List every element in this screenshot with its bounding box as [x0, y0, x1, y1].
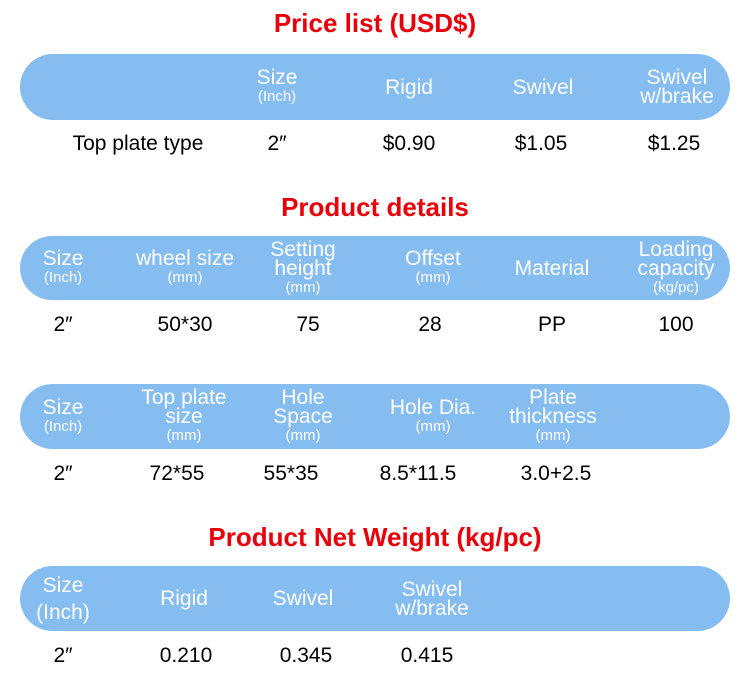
- header-main-text: Swivel: [272, 587, 334, 610]
- header-main-text: Size: [42, 573, 84, 597]
- price-column-header: Rigid: [344, 54, 474, 120]
- header-main2-text: w/brake: [395, 596, 469, 620]
- details-column-header: Loading capacity (kg/pc): [611, 236, 741, 300]
- header-sub-text: (Inch): [43, 269, 83, 286]
- details-column-header: Material: [487, 236, 617, 300]
- plate-column-header: Hole Space (mm): [238, 384, 368, 449]
- header-sub-text: (mm): [167, 269, 203, 286]
- header-main-text: Top plate: [141, 386, 227, 409]
- price-row-cell: $0.90: [382, 132, 436, 155]
- plate-row-cell: 55*35: [263, 462, 319, 485]
- header-main-text: Hole Dia.: [389, 395, 477, 419]
- details-row-cell: 100: [658, 313, 694, 336]
- header-main2-text: w/brake: [640, 85, 714, 108]
- header-main-text: Size: [42, 395, 84, 419]
- header-sub-text: (mm): [285, 278, 321, 296]
- plate-column-header: Top plate size (mm): [119, 384, 249, 449]
- price-column-header: Swivel: [478, 54, 608, 120]
- plate-column-header: Hole Dia. (mm): [368, 384, 498, 449]
- header-main-text: Loading: [638, 237, 714, 261]
- header-main-text: wheel size: [135, 247, 235, 270]
- price-row-cell: $1.05: [514, 132, 568, 155]
- net-weight-title: Product Net Weight (kg/pc): [208, 522, 542, 552]
- plate-row-cell: 8.5*11.5: [379, 462, 457, 485]
- details-column-header: Size (Inch): [0, 236, 128, 300]
- plate-row-cell: 3.0+2.5: [520, 462, 592, 485]
- header-sub-text: (mm): [535, 427, 571, 444]
- price-row-cell: Top plate type: [72, 132, 204, 155]
- price-column-header: Swivel w/brake: [612, 54, 742, 120]
- header-sub-text: (mm): [415, 417, 451, 435]
- details-row-cell: 75: [296, 313, 320, 336]
- header-main2-text: capacity: [637, 256, 715, 280]
- weight-column-header: Size (Inch): [0, 566, 128, 631]
- plate-column-header: Size (Inch): [0, 384, 128, 449]
- details-header-bar: [20, 236, 730, 300]
- header-main-text: Material: [514, 256, 590, 280]
- weight-row-cell: 0.210: [159, 644, 213, 667]
- header-sub-text: (mm): [166, 427, 202, 444]
- price-header-bar: [20, 54, 730, 120]
- weight-row-cell: 0.415: [400, 644, 454, 667]
- header-main-text: Plate: [529, 386, 577, 409]
- details-row-cell: 2″: [53, 313, 73, 336]
- header-main-text: Offset: [405, 247, 461, 270]
- header-main-text: Setting: [270, 237, 336, 261]
- header-main-text: Hole: [281, 386, 325, 409]
- header-main-text: Rigid: [160, 587, 208, 610]
- plate-row-cell: 2″: [53, 462, 73, 485]
- header-sub-text: (Inch): [257, 88, 297, 105]
- header-main2-text: height: [274, 256, 332, 280]
- price-row-cell: 2″: [267, 132, 287, 155]
- header-sub-text: (kg/pc): [653, 278, 699, 296]
- header-main-text: Swivel: [401, 577, 463, 601]
- header-main-text: Rigid: [385, 75, 433, 99]
- header-main-text: Size: [42, 247, 84, 270]
- header-main2-text: thickness: [509, 405, 597, 428]
- details-row-cell: 28: [418, 313, 442, 336]
- header-sub-text: (mm): [285, 427, 321, 444]
- plate-row-cell: 72*55: [149, 462, 205, 485]
- header-main2-text: size: [165, 405, 203, 428]
- header-sub-text: (mm): [415, 269, 451, 286]
- header-main2-text: Space: [273, 405, 333, 428]
- weight-row-cell: 2″: [53, 644, 73, 667]
- weight-column-header: Rigid: [119, 566, 249, 631]
- details-column-header: Offset (mm): [368, 236, 498, 300]
- product-details-title: Product details: [281, 192, 469, 222]
- header-main-text: Swivel: [646, 66, 708, 89]
- weight-column-header: Swivel: [238, 566, 368, 631]
- header-main-text: Size: [256, 66, 298, 89]
- header-main-text: Swivel: [512, 75, 574, 99]
- price-list-title: Price list (USD$): [273, 8, 477, 38]
- price-column-header: Size (Inch): [212, 54, 342, 120]
- weight-column-header: Swivel w/brake: [367, 566, 497, 631]
- plate-header-bar: [20, 384, 730, 449]
- details-column-header: Setting height (mm): [238, 236, 368, 300]
- header-main2-text: (Inch): [36, 600, 90, 624]
- details-row-cell: PP: [537, 313, 566, 336]
- weight-header-bar: [20, 566, 730, 631]
- plate-column-header: Plate thickness (mm): [488, 384, 618, 449]
- details-column-header: wheel size (mm): [120, 236, 250, 300]
- price-row-cell: $1.25: [647, 132, 701, 155]
- details-row-cell: 50*30: [157, 313, 213, 336]
- header-sub-text: (Inch): [43, 417, 83, 435]
- weight-row-cell: 0.345: [279, 644, 333, 667]
